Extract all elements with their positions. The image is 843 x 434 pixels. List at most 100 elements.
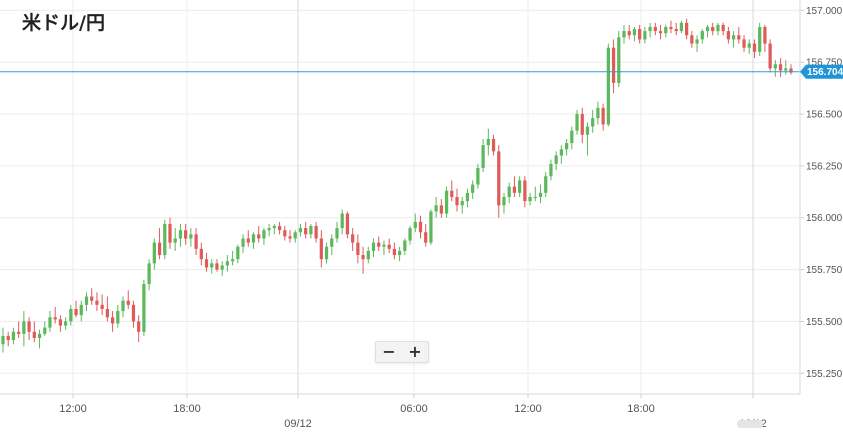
candle-body xyxy=(538,192,543,197)
candle-body xyxy=(189,234,193,239)
candle-body xyxy=(11,331,16,341)
candle xyxy=(382,240,386,256)
candle xyxy=(700,29,704,44)
candle xyxy=(121,296,125,318)
candle xyxy=(439,199,443,218)
candle xyxy=(116,304,120,328)
candle-body xyxy=(131,304,136,322)
horizontal-scrollbar[interactable] xyxy=(737,420,763,428)
candle-body xyxy=(283,230,287,237)
candle-body xyxy=(267,228,271,231)
candle-body xyxy=(147,263,151,285)
candle xyxy=(168,217,172,249)
candle xyxy=(471,180,475,200)
candle xyxy=(424,223,428,247)
y-tick-label: 156.500 xyxy=(806,110,843,121)
candle xyxy=(246,230,250,247)
candle-body xyxy=(523,180,527,202)
candle xyxy=(403,238,407,256)
zoom-out-button[interactable]: − xyxy=(382,342,396,361)
candle-body xyxy=(450,190,454,197)
candle-body xyxy=(679,22,684,32)
candle-body xyxy=(418,221,423,233)
candle xyxy=(210,259,214,274)
candle xyxy=(27,317,31,341)
candle xyxy=(194,228,198,256)
candle-body xyxy=(627,31,631,36)
candle-body xyxy=(476,167,480,185)
candle-body xyxy=(690,35,694,44)
candle-body xyxy=(361,255,365,260)
candle xyxy=(392,242,397,260)
candle-body xyxy=(460,201,464,206)
candle-body xyxy=(778,64,783,71)
candle-body xyxy=(658,31,663,34)
candle xyxy=(518,176,522,197)
candle-body xyxy=(481,145,485,168)
candle xyxy=(230,250,235,266)
candle-body xyxy=(716,24,720,32)
candle-body xyxy=(564,143,569,150)
candle-body xyxy=(632,29,637,36)
candle-body xyxy=(711,26,715,32)
candle xyxy=(460,197,464,214)
candle-body xyxy=(241,238,245,247)
candle xyxy=(747,39,751,54)
candle xyxy=(763,24,767,52)
candle xyxy=(345,211,350,239)
candle-body xyxy=(439,205,443,214)
candle-body xyxy=(230,259,235,262)
candle xyxy=(434,197,438,218)
candle-body xyxy=(43,327,47,334)
candle-body xyxy=(345,213,350,235)
candle-body xyxy=(137,321,141,332)
candle xyxy=(225,255,230,272)
candle xyxy=(758,22,762,56)
candle xyxy=(377,236,381,251)
candle xyxy=(199,242,203,266)
candle xyxy=(22,311,26,347)
current-price-label: 156.704 xyxy=(807,67,843,78)
candle xyxy=(48,311,52,332)
candle-body xyxy=(669,26,673,30)
candle xyxy=(711,22,715,36)
candle xyxy=(84,292,89,312)
candle xyxy=(163,219,167,260)
candle-body xyxy=(17,331,21,334)
candle xyxy=(731,31,736,48)
current-price-badge: 156.704 xyxy=(800,64,843,79)
candle xyxy=(789,64,793,75)
candle-body xyxy=(105,308,109,318)
y-tick-label: 155.500 xyxy=(806,317,843,328)
candle xyxy=(491,134,496,156)
candle xyxy=(559,145,564,164)
candle xyxy=(476,163,480,189)
candle xyxy=(387,238,391,253)
candle-body xyxy=(664,26,668,34)
candle xyxy=(189,228,193,247)
candle-body xyxy=(413,221,417,229)
candle-body xyxy=(544,176,548,193)
candle xyxy=(236,244,240,264)
candle-body xyxy=(705,26,710,32)
candle-body xyxy=(585,126,590,135)
candle-body xyxy=(126,300,130,305)
candle-body xyxy=(246,238,250,243)
candle xyxy=(611,39,616,94)
candle xyxy=(110,311,115,332)
candle xyxy=(778,58,783,77)
candle xyxy=(648,22,652,38)
candle xyxy=(554,151,558,171)
candle-body xyxy=(251,234,256,243)
zoom-in-button[interactable]: + xyxy=(408,342,422,361)
candle-body xyxy=(100,304,104,309)
candle-body xyxy=(502,197,506,206)
candle-body xyxy=(314,226,318,239)
candle-body xyxy=(152,242,156,264)
candle xyxy=(507,182,511,204)
candle-body xyxy=(335,228,339,239)
candle-body xyxy=(387,244,391,249)
candle xyxy=(444,186,449,218)
candle xyxy=(658,24,663,40)
